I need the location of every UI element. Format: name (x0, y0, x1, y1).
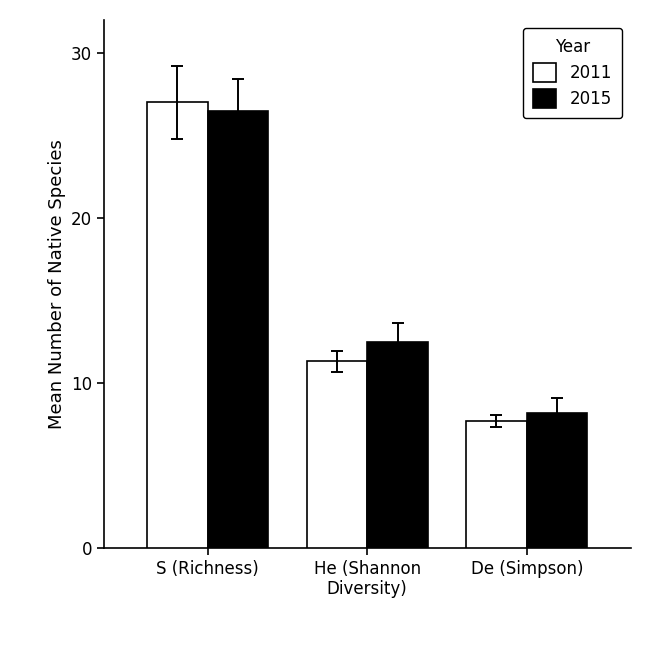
Legend: 2011, 2015: 2011, 2015 (523, 28, 622, 118)
Y-axis label: Mean Number of Native Species: Mean Number of Native Species (47, 139, 66, 429)
Bar (466, 421, 526, 548)
Bar (526, 412, 588, 548)
Bar (307, 362, 367, 548)
Bar (367, 342, 428, 548)
Bar (208, 111, 268, 548)
Bar (147, 102, 208, 548)
